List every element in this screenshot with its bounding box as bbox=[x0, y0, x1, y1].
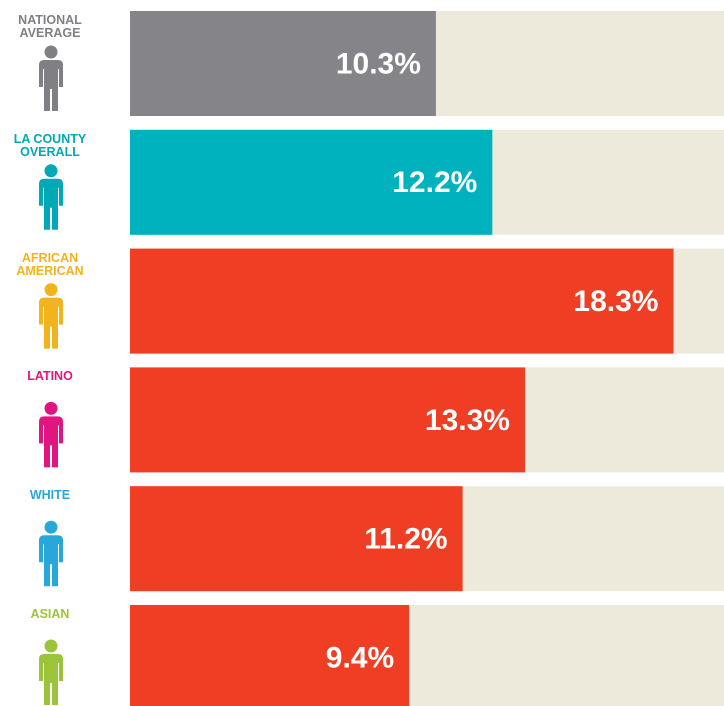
person-body bbox=[39, 654, 63, 705]
bar bbox=[130, 605, 410, 706]
person-body bbox=[39, 297, 63, 349]
bar bbox=[130, 367, 526, 473]
category-label: WHITE bbox=[29, 488, 71, 503]
value-label: 11.2% bbox=[364, 523, 447, 556]
person-body bbox=[39, 416, 63, 468]
category-label: AFRICAN AMERICAN bbox=[16, 250, 84, 278]
person-head bbox=[44, 45, 58, 59]
category-label: ASIAN bbox=[30, 607, 70, 621]
person-head bbox=[44, 401, 58, 415]
value-label: 10.3% bbox=[336, 47, 421, 80]
person-head bbox=[44, 164, 58, 178]
bar bbox=[130, 11, 436, 116]
value-label: 18.3% bbox=[573, 285, 658, 318]
value-label: 13.3% bbox=[425, 404, 510, 437]
person-head bbox=[44, 520, 58, 534]
value-label: 9.4% bbox=[326, 641, 394, 674]
person-body bbox=[39, 535, 63, 587]
person-head bbox=[44, 639, 58, 653]
category-label: LATINO bbox=[27, 369, 73, 384]
person-body bbox=[39, 178, 63, 230]
person-head bbox=[44, 283, 58, 297]
value-label: 12.2% bbox=[392, 166, 477, 199]
bar bbox=[130, 248, 674, 354]
category-label: NATIONAL AVERAGE bbox=[18, 13, 82, 40]
bar bbox=[130, 486, 463, 592]
person-body bbox=[39, 60, 63, 111]
bar bbox=[130, 129, 493, 235]
category-label: LA COUNTY OVERALL bbox=[13, 131, 87, 159]
